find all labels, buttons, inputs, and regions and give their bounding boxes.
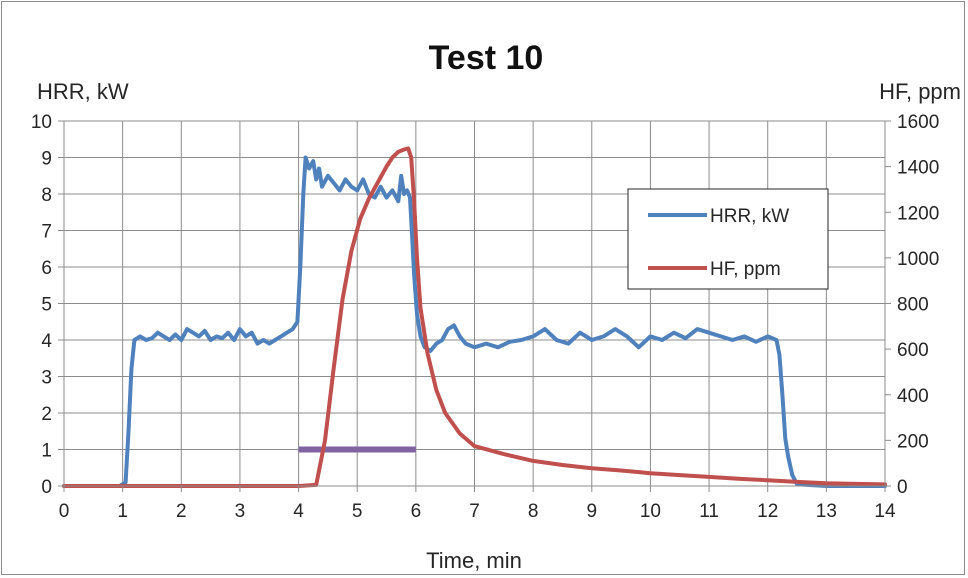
x-axis-title: Time, min bbox=[426, 548, 522, 573]
x-tick-label: 13 bbox=[816, 501, 837, 522]
x-tick-label: 1 bbox=[117, 501, 128, 522]
series-line-hrr bbox=[62, 155, 887, 488]
y-right-tick-label: 200 bbox=[897, 431, 929, 452]
y-right-tick-label: 600 bbox=[897, 340, 929, 361]
chart-title: Test 10 bbox=[429, 39, 544, 77]
x-tick-label: 4 bbox=[293, 501, 304, 522]
y-right-tick-label: 0 bbox=[897, 477, 908, 498]
y-left-tick-label: 1 bbox=[41, 441, 52, 462]
legend-label-hf: HF, ppm bbox=[710, 259, 781, 280]
y-left-tick-label: 10 bbox=[31, 112, 52, 133]
axes-layer: 0 1 2 3 4 5 6 7 8 9 10 11 12 13 1401234567891002004006… bbox=[31, 112, 939, 522]
y-left-axis-title: HRR, kW bbox=[37, 79, 129, 104]
y-left-tick-label: 0 bbox=[41, 477, 52, 498]
grid-lines bbox=[63, 120, 886, 487]
y-left-tick-label: 8 bbox=[41, 185, 52, 206]
series-layer bbox=[62, 146, 887, 488]
y-left-tick-label: 7 bbox=[41, 222, 52, 243]
x-tick-label: 0 bbox=[59, 501, 70, 522]
x-tick-label: 2 bbox=[176, 501, 187, 522]
y-right-tick-label: 1000 bbox=[897, 249, 939, 270]
y-left-tick-label: 3 bbox=[41, 368, 52, 389]
x-tick-label: 9 bbox=[586, 501, 597, 522]
y-right-tick-label: 800 bbox=[897, 295, 929, 316]
y-right-tick-label: 1600 bbox=[897, 112, 939, 133]
legend: HRR, kW HF, ppm bbox=[627, 188, 829, 290]
y-left-tick-label: 5 bbox=[41, 295, 52, 316]
x-tick-label: 11 bbox=[699, 501, 719, 522]
legend-box bbox=[627, 188, 829, 290]
x-tick-label: 6 bbox=[411, 501, 422, 522]
x-tick-label: 3 bbox=[235, 501, 246, 522]
x-tick-label: 8 bbox=[528, 501, 539, 522]
x-tick-label: 12 bbox=[757, 501, 778, 522]
x-tick-label: 5 bbox=[352, 501, 363, 522]
y-right-tick-label: 400 bbox=[897, 386, 929, 407]
legend-label-hrr: HRR, kW bbox=[710, 206, 789, 227]
y-left-tick-label: 2 bbox=[41, 404, 52, 425]
y-left-tick-label: 9 bbox=[41, 149, 52, 170]
y-left-tick-label: 6 bbox=[41, 258, 52, 279]
y-left-tick-label: 4 bbox=[41, 331, 52, 352]
x-tick-label: 10 bbox=[640, 501, 661, 522]
y-right-tick-label: 1400 bbox=[897, 158, 939, 179]
y-right-tick-label: 1200 bbox=[897, 203, 939, 224]
x-tick-label: 14 bbox=[874, 501, 896, 522]
series-line-hf bbox=[62, 146, 887, 488]
y-right-axis-title: HF, ppm bbox=[879, 79, 961, 104]
x-tick-label: 7 bbox=[469, 501, 480, 522]
